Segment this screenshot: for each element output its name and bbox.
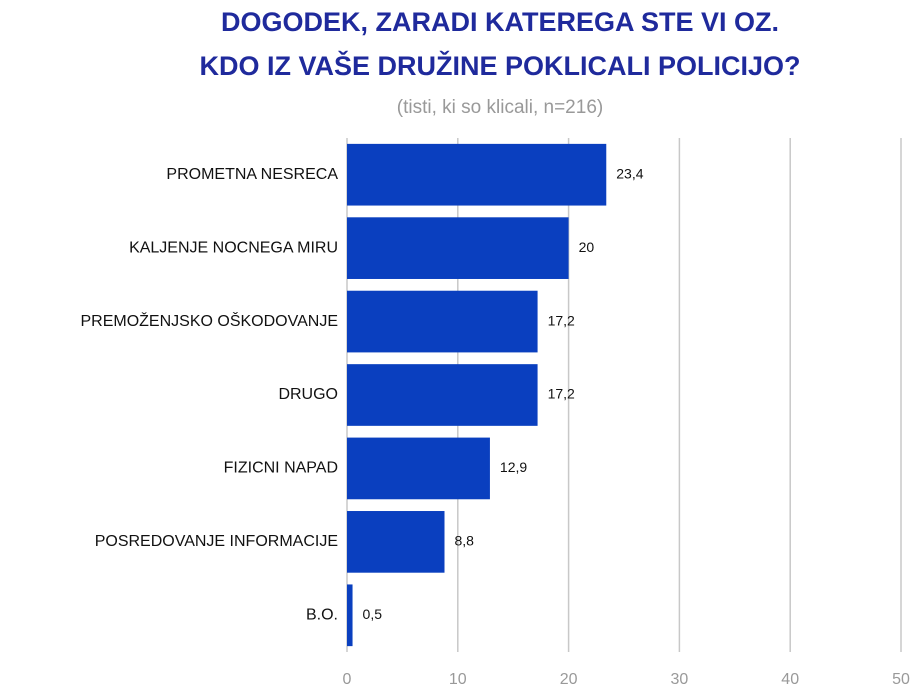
bar xyxy=(347,217,569,279)
chart-title: KDO IZ VAŠE DRUŽINE POKLICALI POLICIJO? xyxy=(199,50,800,81)
y-tick-label: DRUGO xyxy=(278,386,338,403)
x-tick-label: 30 xyxy=(671,671,689,688)
chart-title: DOGODEK, ZARADI KATEREGA STE VI OZ. xyxy=(221,7,779,37)
bar xyxy=(347,437,490,500)
bar xyxy=(347,290,538,353)
y-tick-label: KALJENJE NOCNEGA MIRU xyxy=(129,239,338,256)
y-tick-label: PREMOŽENJSKO OŠKODOVANJE xyxy=(80,311,338,330)
y-tick-label: PROMETNA NESRECA xyxy=(166,166,338,183)
x-tick-label: 0 xyxy=(343,671,352,688)
data-label: 12,9 xyxy=(500,459,527,475)
y-tick-label: POSREDOVANJE INFORMACIJE xyxy=(95,533,338,550)
data-label: 8,8 xyxy=(455,533,475,549)
data-label: 23,4 xyxy=(616,165,643,181)
x-tick-label: 50 xyxy=(892,671,910,688)
data-label: 20 xyxy=(579,239,595,255)
bar xyxy=(347,143,607,206)
data-label: 0,5 xyxy=(363,606,383,622)
chart-subtitle: (tisti, ki so klicali, n=216) xyxy=(397,97,603,118)
x-tick-label: 40 xyxy=(781,671,799,688)
x-tick-label: 20 xyxy=(560,671,578,688)
bar xyxy=(347,584,353,647)
bar xyxy=(347,511,445,573)
bar xyxy=(347,364,538,426)
data-label: 17,2 xyxy=(548,312,575,328)
y-tick-label: B.O. xyxy=(306,607,338,624)
data-label: 17,2 xyxy=(548,386,575,402)
y-tick-label: FIZICNI NAPAD xyxy=(224,460,338,477)
x-tick-label: 10 xyxy=(449,671,467,688)
